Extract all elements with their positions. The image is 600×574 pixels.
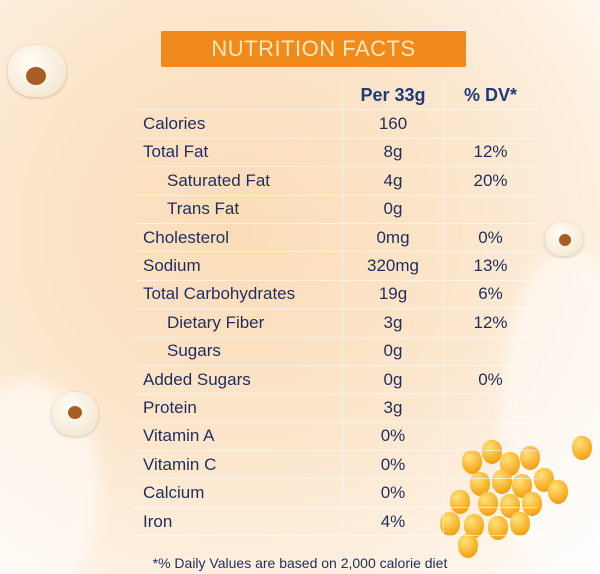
popcorn-image <box>52 392 98 436</box>
nutrient-label: Cholesterol <box>135 222 343 253</box>
amount-value: 3g <box>342 393 444 423</box>
table-row: Sodium 320mg 13% <box>135 251 537 281</box>
dv-header: % DV* <box>443 82 537 111</box>
table-row: Total Carbohydrates 19g 6% <box>135 279 537 310</box>
nutrient-label: Calcium <box>135 478 343 508</box>
table-row: Vitamin C 0% <box>135 450 537 480</box>
dv-value <box>443 194 537 224</box>
dv-value: 0% <box>443 222 537 253</box>
dv-value <box>443 450 537 480</box>
table-row: Protein 3g <box>135 393 537 423</box>
nutrient-label: Total Carbohydrates <box>135 279 343 310</box>
dv-value <box>443 336 537 366</box>
dv-value <box>443 478 537 508</box>
table-row: Vitamin A 0% <box>135 421 537 452</box>
amount-value: 0% <box>342 478 444 508</box>
amount-value: 0g <box>342 194 444 224</box>
table-header-row: Per 33g % DV* <box>135 82 537 111</box>
nutrient-label: Sodium <box>135 251 343 281</box>
corn-kernel <box>572 436 592 460</box>
table-row: Cholesterol 0mg 0% <box>135 222 537 253</box>
dv-value <box>443 393 537 423</box>
popcorn-image <box>8 45 66 97</box>
table-row: Calories 160 <box>135 109 537 139</box>
amount-value: 0% <box>342 421 444 452</box>
table-row: Total Fat 8g 12% <box>135 137 537 168</box>
nutrient-label: Iron <box>135 506 343 537</box>
nutrition-table: Per 33g % DV* Calories 160 Total Fat 8g 12% S… <box>135 82 537 537</box>
table-row: Saturated Fat 4g 20% <box>135 166 537 196</box>
corn-kernel <box>458 534 478 558</box>
nutrient-label: Saturated Fat <box>135 166 343 196</box>
table-row: Added Sugars 0g 0% <box>135 364 537 395</box>
nutrient-label: Added Sugars <box>135 364 343 395</box>
popcorn-image <box>545 222 583 256</box>
dv-value: 0% <box>443 364 537 395</box>
amount-value: 19g <box>342 279 444 310</box>
table-row: Calcium 0% <box>135 478 537 508</box>
title-banner: NUTRITION FACTS <box>161 31 466 67</box>
nutrient-label: Protein <box>135 393 343 423</box>
table-row: Iron 4% <box>135 506 537 537</box>
dv-value: 12% <box>443 137 537 168</box>
amount-value: 0mg <box>342 222 444 253</box>
amount-value: 0% <box>342 450 444 480</box>
amount-value: 320mg <box>342 251 444 281</box>
serving-header: Per 33g <box>342 82 444 111</box>
nutrient-label: Dietary Fiber <box>135 308 343 338</box>
nutrient-label: Total Fat <box>135 137 343 168</box>
dv-value <box>443 506 537 537</box>
dv-value: 13% <box>443 251 537 281</box>
nutrient-label: Vitamin C <box>135 450 343 480</box>
table-row: Dietary Fiber 3g 12% <box>135 308 537 338</box>
footnote: *% Daily Values are based on 2,000 calor… <box>152 555 448 571</box>
nutrient-label: Sugars <box>135 336 343 366</box>
dv-value <box>443 109 537 139</box>
nutrient-label: Vitamin A <box>135 421 343 452</box>
dv-value: 6% <box>443 279 537 310</box>
amount-value: 0g <box>342 364 444 395</box>
table-row: Trans Fat 0g <box>135 194 537 224</box>
amount-value: 8g <box>342 137 444 168</box>
dv-value: 20% <box>443 166 537 196</box>
table-row: Sugars 0g <box>135 336 537 366</box>
amount-value: 4g <box>342 166 444 196</box>
dv-value: 12% <box>443 308 537 338</box>
amount-value: 0g <box>342 336 444 366</box>
nutrient-label: Calories <box>135 109 343 139</box>
nutrient-label: Trans Fat <box>135 194 343 224</box>
corn-kernel <box>548 480 568 504</box>
amount-value: 4% <box>342 506 444 537</box>
amount-value: 3g <box>342 308 444 338</box>
dv-value <box>443 421 537 452</box>
amount-value: 160 <box>342 109 444 139</box>
